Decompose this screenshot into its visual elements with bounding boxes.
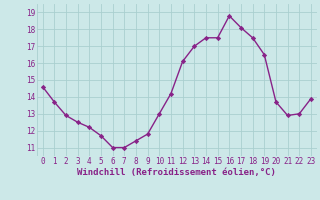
- X-axis label: Windchill (Refroidissement éolien,°C): Windchill (Refroidissement éolien,°C): [77, 168, 276, 177]
